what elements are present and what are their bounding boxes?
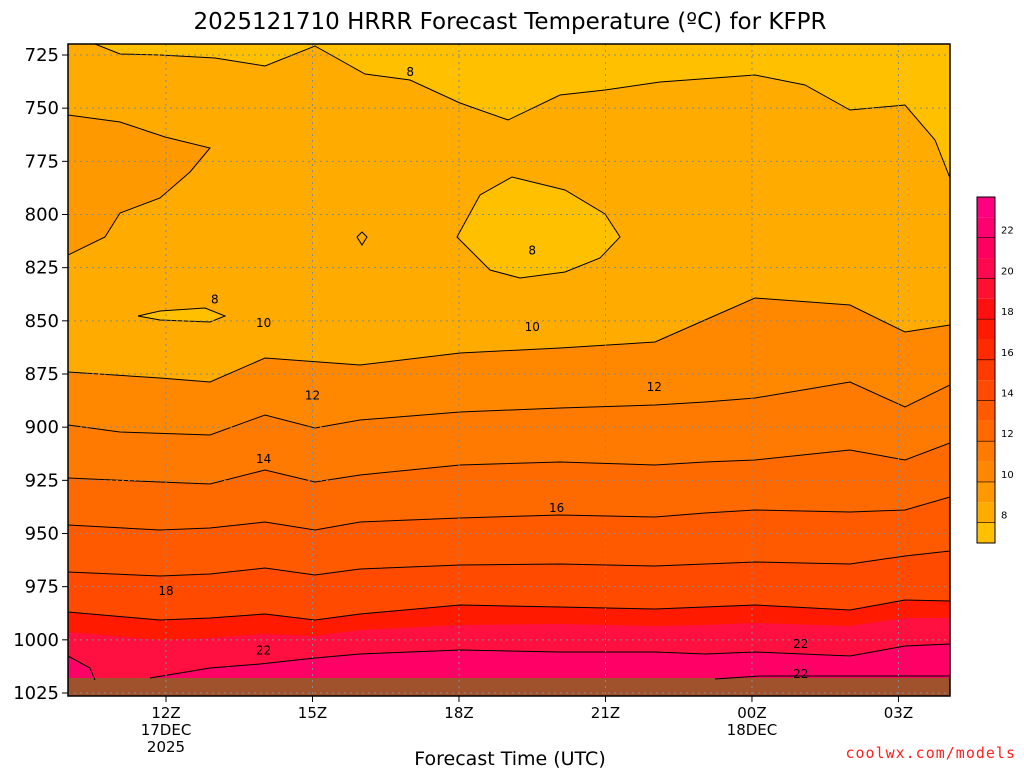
x-tick-label: 2025 (147, 738, 185, 756)
y-tick-label: 825 (25, 258, 59, 279)
colorbar-tick-label: 22 (1001, 226, 1014, 237)
contour-label: 8 (211, 293, 219, 307)
x-tick-label: 12Z (151, 704, 180, 722)
contour-label: 10 (256, 316, 271, 330)
contour-labels: 8 8 8 10 10 12 12 14 16 18 22 22 22 (158, 65, 808, 681)
colorbar-tick-label: 10 (1001, 470, 1014, 481)
temperature-field (68, 44, 950, 696)
ground-surface (68, 678, 950, 696)
contour-label: 22 (256, 643, 271, 657)
colorbar-bin (977, 217, 995, 238)
grid (68, 44, 950, 696)
x-tick-label: 15Z (298, 704, 327, 722)
x-tick-label: 17DEC (141, 721, 192, 739)
band-7-8-pocket (457, 177, 620, 278)
colorbar-tick-label: 12 (1001, 429, 1014, 440)
colorbar: 8 10 12 14 16 18 20 22 (976, 196, 1014, 544)
x-tick-label: 21Z (591, 704, 620, 722)
y-tick-label: 1025 (13, 683, 59, 704)
band-7-8-top (95, 44, 950, 178)
colorbar-tick-label: 16 (1001, 348, 1014, 359)
colorbar-bin (977, 298, 995, 320)
contour-label: 12 (305, 388, 320, 402)
x-tick-label: 18Z (444, 704, 473, 722)
y-tick-label: 975 (25, 577, 59, 598)
colorbar-frame (976, 196, 996, 544)
colorbar-bin (977, 278, 995, 299)
colorbar-bin (977, 502, 995, 523)
y-tick-label: 850 (25, 311, 59, 332)
contour-lines (68, 44, 950, 681)
y-tick-label: 900 (25, 417, 59, 438)
chart-title: 2025121710 HRRR Forecast Temperature (ºC… (193, 9, 826, 35)
colorbar-bin (977, 258, 995, 279)
y-tick-label: 925 (25, 470, 59, 491)
colorbar-bin (977, 400, 995, 421)
x-tick-label: 03Z (884, 704, 913, 722)
y-tick-label: 725 (25, 45, 59, 66)
colorbar-bin (977, 197, 995, 218)
contour-label: 10 (525, 320, 540, 334)
colorbar-bin (977, 420, 995, 442)
colorbar-bin (977, 522, 995, 543)
x-tick-label: 00Z (737, 704, 766, 722)
colorbar-bin (977, 461, 995, 482)
contour-label: 18 (158, 584, 173, 598)
y-tick-label: 950 (25, 524, 59, 545)
contour-label: 22 (793, 637, 808, 651)
colorbar-tick-label: 18 (1001, 307, 1014, 318)
colorbar-tick-label: 20 (1001, 266, 1014, 277)
y-tick-label: 800 (25, 205, 59, 226)
contour-label: 14 (256, 452, 271, 466)
plot-frame (67, 43, 951, 697)
y-tick-label: 875 (25, 364, 59, 385)
contour-label: 16 (549, 501, 564, 515)
y-tick-label: 750 (25, 98, 59, 119)
y-tick-label: 1000 (13, 630, 59, 651)
contour-label: 8 (406, 65, 414, 79)
colorbar-tick-label: 8 (1001, 511, 1007, 522)
colorbar-bin (977, 441, 995, 462)
colorbar-bin (977, 359, 995, 381)
contour-label: 12 (647, 380, 662, 394)
colorbar-bin (977, 237, 995, 259)
colorbar-bin (977, 319, 995, 340)
pressure-axis: 725 750 775 800 825 850 875 900 925 950 975 1000 102… (13, 45, 68, 704)
contour-label: 8 (528, 244, 536, 258)
colorbar-bin (977, 380, 995, 401)
colorbar-bin (977, 481, 995, 503)
contour-label: 22 (793, 667, 808, 681)
y-tick-label: 775 (25, 151, 59, 172)
x-axis-label: Forecast Time (UTC) (414, 748, 605, 768)
colorbar-tick-label: 14 (1001, 389, 1014, 400)
band-9-10-left (68, 115, 210, 255)
credit-text: coolwx.com/models (845, 744, 1016, 762)
colorbar-bin (977, 339, 995, 360)
x-tick-label: 18DEC (727, 721, 778, 739)
